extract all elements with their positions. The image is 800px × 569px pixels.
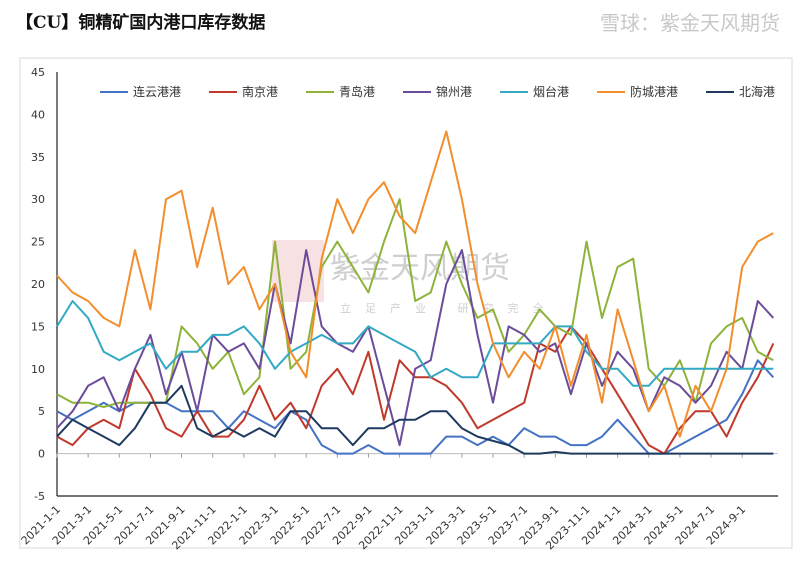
watermark: 紫金天风期货 立足产业 研究完全 雪球：紫金天风期货 [272, 11, 780, 315]
y-tick-label: 25 [31, 236, 45, 249]
y-tick-label: -5 [34, 490, 45, 503]
legend-label: 青岛港 [339, 84, 375, 99]
legend-item: 北海港 [706, 84, 775, 99]
y-tick-label: 10 [31, 363, 45, 376]
watermark-subtext: 立足产业 研究完全 [340, 301, 558, 315]
legend-item: 锦州港 [403, 85, 472, 99]
y-tick-label: 20 [31, 278, 45, 291]
y-tick-label: 30 [31, 193, 45, 206]
series-line-锦州港 [56, 249, 775, 447]
y-tick-label: 40 [31, 108, 45, 121]
series-line-南京港 [56, 325, 775, 455]
legend-item: 青岛港 [306, 84, 375, 99]
legend-label: 南京港 [242, 84, 278, 99]
chart-frame [19, 57, 793, 549]
y-tick-label: 35 [31, 151, 45, 164]
series-line-青岛港 [56, 198, 774, 408]
legend-item: 连云港港 [100, 84, 181, 99]
chart-title: 【CU】铜精矿国内港口库存数据 [16, 13, 266, 33]
legend-item: 烟台港 [500, 84, 569, 99]
legend-label: 防城港港 [630, 84, 678, 99]
series-line-北海港 [56, 384, 774, 455]
legend-label: 烟台港 [533, 84, 569, 99]
watermark-text: 紫金天风期货 [330, 251, 510, 286]
y-tick-label: 0 [38, 448, 45, 461]
legend-item: 防城港港 [597, 84, 678, 99]
series-line-连云港港 [56, 359, 775, 455]
y-tick-label: 15 [31, 320, 45, 333]
legend-label: 北海港 [739, 84, 775, 99]
legend-item: 南京港 [209, 84, 278, 99]
y-tick-label: 45 [31, 66, 45, 79]
series-line-烟台港 [56, 300, 774, 387]
watermark-footer: 雪球：紫金天风期货 [600, 11, 780, 35]
y-tick-label: 5 [38, 405, 45, 418]
series-line-防城港港 [56, 130, 774, 438]
legend-label: 锦州港 [436, 85, 472, 99]
legend-label: 连云港港 [133, 84, 181, 99]
